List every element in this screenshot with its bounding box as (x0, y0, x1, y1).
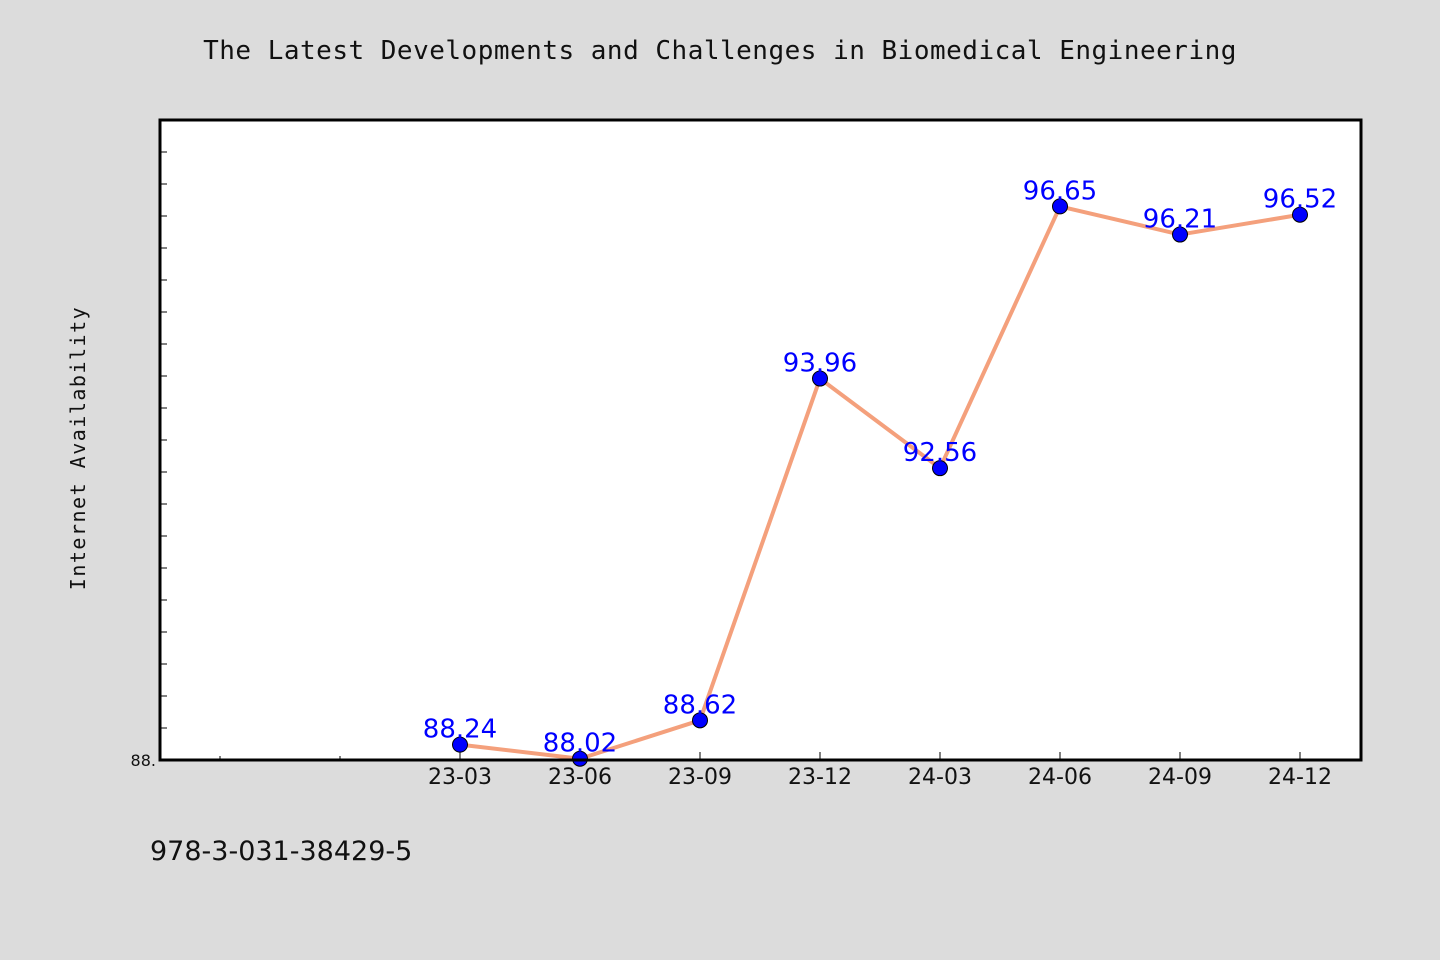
x-tick-label: 23-09 (668, 765, 732, 790)
footer-code: 978-3-031-38429-5 (150, 836, 413, 867)
data-point (932, 460, 948, 477)
series-line (458, 204, 1302, 761)
data-label: 92.56 (903, 438, 977, 468)
x-tick-label: 24-03 (908, 765, 972, 790)
x-tick-label: 23-12 (788, 765, 852, 790)
x-tick-label: 23-03 (428, 765, 492, 790)
data-point (812, 370, 828, 387)
data-point (692, 712, 708, 729)
data-point (1172, 226, 1188, 243)
data-label: 88.62 (663, 690, 737, 720)
data-label: 96.65 (1023, 176, 1097, 206)
data-point (452, 736, 468, 753)
x-tick-label: 24-06 (1028, 765, 1092, 790)
data-label: 96.21 (1143, 205, 1217, 235)
x-tick-label: 24-12 (1268, 765, 1332, 790)
data-label: 96.52 (1263, 185, 1337, 215)
data-point (1292, 206, 1308, 223)
plot-area (160, 120, 1361, 760)
data-point (1052, 198, 1068, 215)
data-label: 88.24 (423, 715, 497, 745)
chart-title: The Latest Developments and Challenges i… (203, 36, 1237, 66)
y-min-label: 88. (131, 751, 156, 770)
plot-frame (158, 118, 1363, 762)
x-tick-label: 24-09 (1148, 765, 1212, 790)
data-label: 93.96 (783, 349, 857, 379)
x-tick-label: 23-06 (548, 765, 612, 790)
data-label: 88.02 (543, 729, 617, 759)
